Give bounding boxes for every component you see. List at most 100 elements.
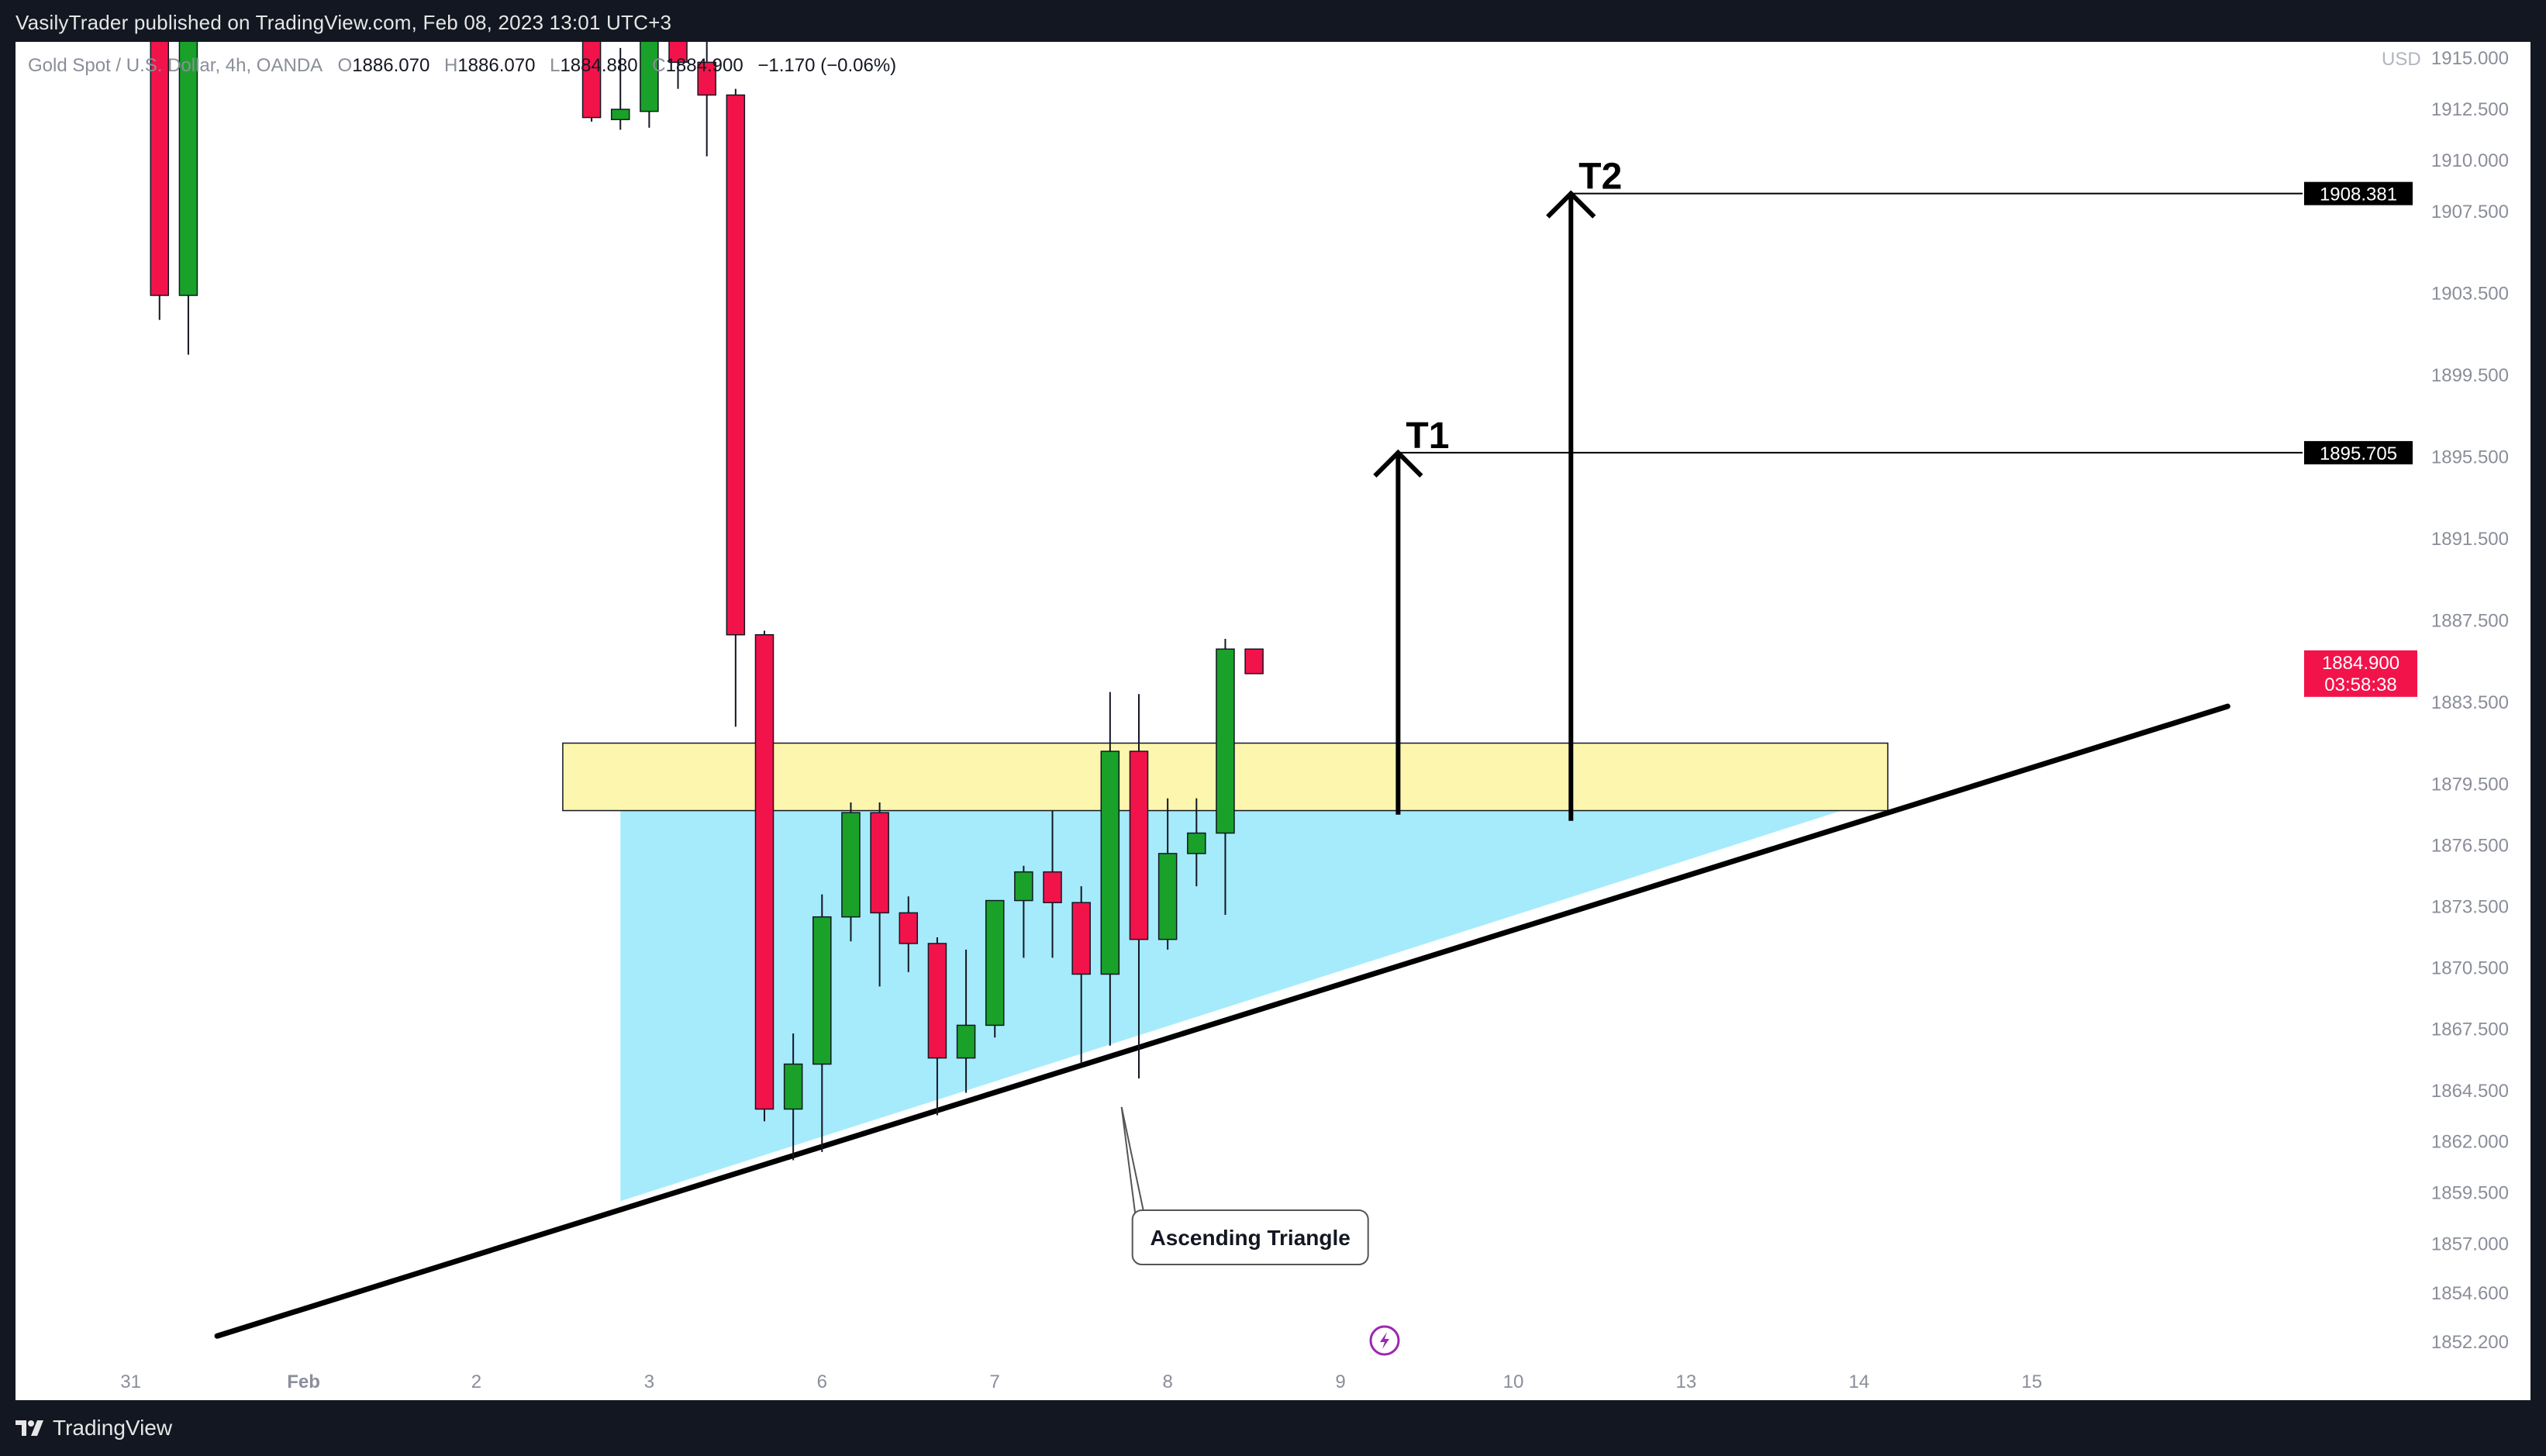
y-tick-label: 1852.200 — [2431, 1332, 2509, 1353]
candle-body — [1216, 648, 1235, 834]
symbol-name: Gold Spot / U.S. Dollar, 4h, OANDA — [28, 55, 323, 76]
candle — [927, 937, 947, 1116]
price-chart[interactable]: T1 T2 Ascending Triangle USD 1852.200 1854… — [16, 0, 2530, 1400]
candle — [726, 88, 746, 727]
candle — [1043, 810, 1062, 958]
y-tick-label: 1912.500 — [2431, 99, 2509, 120]
y-tick-label: 1867.500 — [2431, 1020, 2509, 1040]
candle — [956, 949, 976, 1093]
y-tick-label: 1870.500 — [2431, 958, 2509, 979]
y-tick-label: 1910.000 — [2431, 150, 2509, 171]
target-t1: T1 — [1373, 416, 2303, 815]
y-tick-label: 1857.000 — [2431, 1234, 2509, 1255]
candle — [985, 899, 1005, 1038]
candle — [1244, 648, 1264, 675]
target-label: T2 — [1578, 157, 1622, 198]
y-tick-label: 1907.500 — [2431, 202, 2509, 223]
candle-body — [754, 633, 774, 1110]
price-tag-bg — [2304, 181, 2413, 205]
candle — [1216, 639, 1235, 916]
candle-body — [1100, 750, 1120, 975]
triangle-fill — [620, 810, 1842, 1202]
ascending-trendline — [214, 703, 2230, 1339]
last-price-value: 1884.900 — [2322, 653, 2399, 674]
x-tick-label: 8 — [1162, 1371, 1172, 1392]
y-tick-label: 1862.000 — [2431, 1132, 2509, 1153]
candle — [581, 0, 602, 122]
candle-body — [870, 812, 889, 914]
y-tick-label: 1873.500 — [2431, 896, 2509, 917]
candle — [1187, 798, 1206, 887]
candle-body — [581, 36, 602, 119]
candle — [1014, 865, 1033, 958]
x-tick-label: 31 — [120, 1371, 141, 1392]
close-value: 1884.900 — [666, 55, 743, 76]
publish-info: VasilyTrader published on TradingView.co… — [16, 11, 672, 34]
x-tick-label: Feb — [287, 1371, 320, 1392]
candle-body — [640, 36, 659, 112]
tradingview-brand[interactable]: TradingView — [14, 1416, 172, 1440]
x-tick-label: 13 — [1676, 1371, 1697, 1392]
candle-body — [697, 61, 716, 96]
candle-body — [1244, 648, 1264, 675]
y-tick-label: 1891.500 — [2431, 529, 2509, 550]
candle — [1071, 886, 1091, 1064]
candle — [783, 1033, 803, 1161]
y-tick-label: 1899.500 — [2431, 365, 2509, 386]
y-tick-label: 1864.500 — [2431, 1081, 2509, 1102]
y-tick-label: 1903.500 — [2431, 283, 2509, 304]
x-tick-label: 3 — [644, 1371, 654, 1392]
target-price-tag: 1895.705 — [2304, 440, 2413, 464]
candle — [150, 0, 170, 320]
candle-body — [899, 912, 919, 944]
y-tick-label: 1887.500 — [2431, 610, 2509, 631]
candle — [899, 896, 919, 972]
candle — [870, 802, 889, 987]
candle-body — [841, 812, 861, 918]
y-tick-label: 1883.500 — [2431, 692, 2509, 713]
target-price-tag: 1908.381 — [2304, 181, 2413, 205]
candle — [697, 37, 716, 157]
target-label: T1 — [1406, 416, 1449, 457]
open-value: 1886.070 — [352, 55, 430, 76]
candle — [754, 630, 774, 1122]
candle-body — [1129, 750, 1149, 940]
y-tick-label: 1879.500 — [2431, 774, 2509, 795]
x-tick-label: 6 — [817, 1371, 827, 1392]
price-tag-bg — [2304, 440, 2413, 464]
candle — [1129, 694, 1149, 1078]
candle-body — [178, 26, 198, 296]
callout-label: Ascending Triangle — [1151, 1226, 1351, 1250]
high-value: 1886.070 — [457, 55, 535, 76]
y-tick-label: 1915.000 — [2431, 48, 2509, 69]
candle — [640, 27, 659, 128]
tradingview-logo-icon — [16, 1420, 43, 1436]
candle-body — [1187, 832, 1206, 854]
callout-pointer — [1120, 1106, 1137, 1217]
y-tick-label: 1854.600 — [2431, 1283, 2509, 1304]
low-value: 1884.880 — [560, 55, 637, 76]
brand-label: TradingView — [53, 1416, 173, 1440]
candle — [812, 894, 832, 1152]
y-tick-label: 1895.500 — [2431, 447, 2509, 468]
price-tag-text: 1908.381 — [2320, 185, 2397, 205]
lightning-icon[interactable] — [1369, 1325, 1400, 1356]
y-tick-label: 1859.500 — [2431, 1183, 2509, 1204]
target-t2: T2 — [1546, 157, 2303, 821]
svg-text:Gold Spot / U.S. Dollar, 4h, O: Gold Spot / U.S. Dollar, 4h, OANDA O1886… — [28, 55, 896, 76]
chart-area[interactable]: T1 T2 Ascending Triangle USD 1852.200 1854… — [16, 0, 2530, 1400]
x-tick-label: 9 — [1335, 1371, 1345, 1392]
candle-body — [985, 899, 1005, 1026]
x-tick-label: 10 — [1503, 1371, 1524, 1392]
candle-body — [610, 109, 630, 120]
price-tag-text: 1895.705 — [2320, 443, 2397, 464]
candle — [178, 17, 198, 355]
candle-body — [150, 26, 170, 296]
symbol-legend: Gold Spot / U.S. Dollar, 4h, OANDA O1886… — [28, 55, 896, 76]
candle — [610, 47, 630, 130]
x-tick-label: 7 — [990, 1371, 1000, 1392]
change-value: −1.170 (−0.06%) — [757, 55, 896, 76]
x-tick-label: 14 — [1848, 1371, 1869, 1392]
